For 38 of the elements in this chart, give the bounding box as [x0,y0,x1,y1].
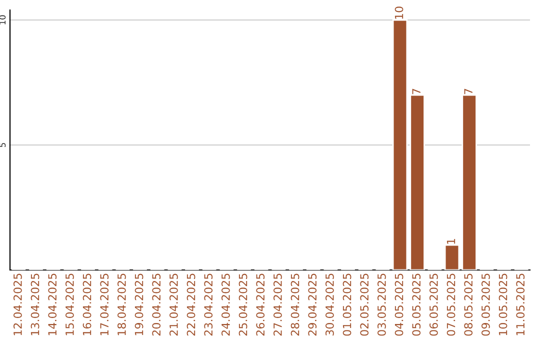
x-tick-label: 08.05.2025 [464,274,473,336]
data-label: 7 [412,88,420,94]
x-tick-label: 14.04.2025 [48,274,57,336]
bar [392,19,408,270]
x-tick-label: 27.04.2025 [273,274,282,336]
x-tick-label: 17.04.2025 [100,274,109,336]
x-tick-label: 04.05.2025 [394,274,404,336]
x-tick-label: 11.05.2025 [516,274,525,336]
data-label: 7 [464,88,472,94]
x-tick-label: 13.04.2025 [30,274,40,336]
x-tick-label: 03.05.2025 [377,274,386,336]
x-tick-label: 07.05.2025 [446,274,456,336]
x-tick-label: 22.04.2025 [186,274,196,336]
x-tick-label: 19.04.2025 [134,274,144,336]
x-tick-label: 29.04.2025 [308,274,317,336]
bar [444,244,460,270]
bar [462,94,477,270]
x-tick-label: 15.04.2025 [65,274,74,336]
x-tick-label: 05.05.2025 [412,274,421,336]
x-tick-label: 10.05.2025 [498,274,508,336]
data-label: 10 [394,6,404,19]
x-tick-label: 16.04.2025 [82,274,92,336]
x-tick-label: 01.05.2025 [342,274,352,336]
x-tick-label: 18.04.2025 [117,274,126,336]
x-tick-label: 20.04.2025 [152,274,161,336]
data-label: 1 [446,238,456,244]
bar [410,94,425,270]
x-tick-label: 12.04.2025 [13,274,22,336]
x-tick-label: 23.04.2025 [204,274,213,336]
x-tick-label: 02.05.2025 [360,274,369,336]
x-tick-label: 24.04.2025 [221,274,230,336]
x-tick-label: 26.04.2025 [256,274,265,336]
x-tick-label: 09.05.2025 [481,274,490,336]
x-tick-label: 21.04.2025 [169,274,178,336]
x-tick-label: 25.04.2025 [238,274,248,336]
x-tick-label: 28.04.2025 [290,274,300,336]
x-tick-label: 06.05.2025 [429,274,438,336]
x-tick-label: 30.04.2025 [325,274,334,336]
